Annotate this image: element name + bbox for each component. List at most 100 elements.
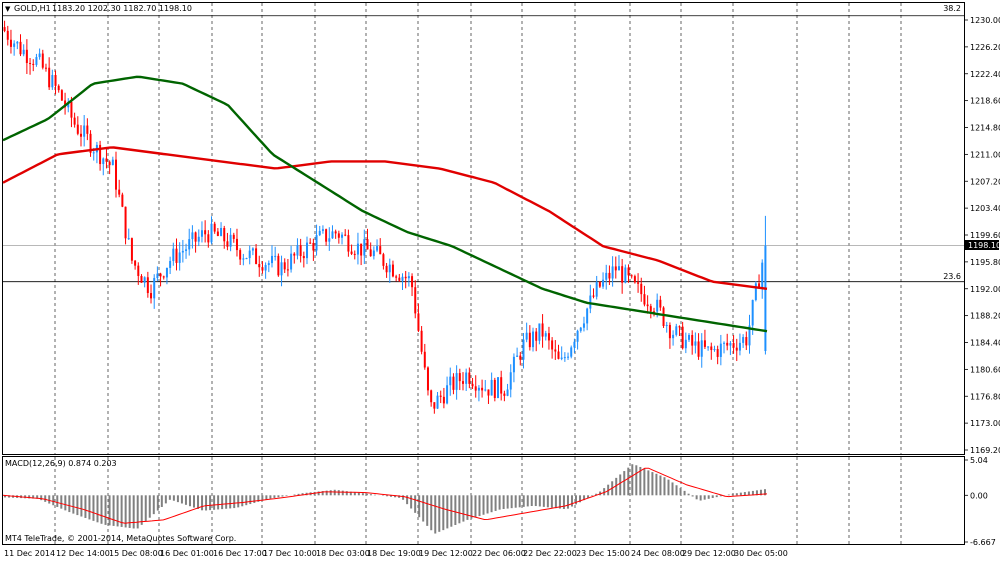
candle-body [573, 341, 576, 348]
candle-body [490, 379, 493, 396]
candle-body [570, 347, 573, 357]
candle-body [54, 75, 57, 86]
candle-body [703, 340, 706, 347]
candle-body [118, 189, 121, 195]
macd-panel[interactable] [2, 456, 965, 545]
candle-body [309, 242, 312, 244]
price-tick-label: 1207.20 [970, 177, 1000, 186]
candle-body [6, 30, 9, 40]
candle-body [436, 395, 439, 409]
candle-body [662, 307, 665, 326]
candle-body [29, 63, 32, 65]
candle-body [614, 266, 617, 271]
candle-body [407, 276, 410, 279]
candle-body [426, 367, 429, 391]
candle-body [121, 194, 124, 207]
candle-body [598, 281, 601, 287]
candle-body [656, 299, 659, 312]
candle-body [264, 265, 267, 271]
candle-body [643, 294, 646, 305]
candle-body [411, 276, 414, 288]
candle-body [32, 63, 35, 65]
candle-body [181, 250, 184, 253]
level-label-38: 38.2 [943, 4, 961, 13]
candle-body [86, 125, 89, 134]
candle-body [337, 233, 340, 238]
macd-series [2, 464, 768, 534]
candle-body [723, 342, 726, 344]
time-tick-label: 18 Dec 03:00 [316, 549, 370, 558]
price-tick-label: 1169.20 [970, 446, 1000, 455]
time-tick-label: 19 Dec 12:00 [419, 549, 473, 558]
candle-body [172, 248, 175, 261]
candle-body [710, 346, 713, 351]
candle-body [484, 389, 487, 391]
candle-body [547, 333, 550, 341]
chart-menu-arrow-icon[interactable]: ▼ [5, 5, 11, 13]
candle-body [617, 266, 620, 271]
candle-body [719, 343, 722, 357]
price-tick-label: 1203.40 [970, 204, 1000, 213]
price-tick-label: 1192.00 [970, 285, 1000, 294]
ma-slow-line [2, 146, 768, 290]
candle-body [735, 347, 738, 351]
candle-body [516, 355, 519, 357]
candle-body [108, 161, 111, 166]
candle-body [210, 223, 213, 243]
candle-body [455, 373, 458, 390]
candle-body [726, 342, 729, 346]
candle-body [519, 355, 522, 360]
price-tick-label: 1211.00 [970, 150, 1000, 159]
candle-body [395, 276, 398, 278]
main-chart-panel[interactable] [2, 2, 965, 455]
candle-body [694, 341, 697, 346]
current-price-tag [965, 240, 999, 250]
candle-body [13, 43, 16, 47]
price-tick-label: 1230.00 [970, 16, 1000, 25]
candle-body [341, 234, 344, 238]
price-tick-label: 1222.40 [970, 70, 1000, 79]
candle-body [207, 234, 210, 243]
candle-body [255, 248, 258, 264]
candle-body [73, 117, 76, 125]
candle-body [541, 323, 544, 337]
candle-body [535, 331, 538, 341]
price-tick-label: 1184.40 [970, 339, 1000, 348]
candle-body [468, 372, 471, 384]
candle-body [433, 402, 436, 409]
candle-body [379, 246, 382, 255]
candle-body [761, 262, 764, 289]
candle-body [150, 293, 153, 299]
macd-signal-line [2, 467, 768, 524]
candle-body [497, 377, 500, 398]
candle-body [376, 246, 379, 251]
candle-body [60, 90, 63, 101]
candle-body [595, 281, 598, 297]
time-tick-label: 24 Dec 08:00 [631, 549, 685, 558]
price-tick-label: 1188.20 [970, 312, 1000, 321]
candle-body [363, 239, 366, 256]
candle-body [51, 75, 54, 88]
candle-body [16, 41, 19, 44]
candle-body [611, 266, 614, 279]
candle-body [331, 231, 334, 239]
candle-body [197, 236, 200, 242]
candle-body [242, 258, 245, 260]
candle-body [748, 325, 751, 346]
candle-body [493, 379, 496, 398]
candle-body [89, 133, 92, 153]
candle-body [111, 159, 114, 166]
candle-body [283, 262, 286, 270]
candle-body [506, 389, 509, 396]
time-tick-label: 11 Dec 2014 [4, 549, 55, 558]
candle-body [137, 265, 140, 276]
candle-body [48, 67, 51, 88]
candle-body [442, 396, 445, 404]
candle-body [321, 229, 324, 231]
candle-body [414, 287, 417, 314]
candle-body [105, 158, 108, 162]
candle-body [360, 243, 363, 256]
ohlc-values: 1183.20 1202.30 1182.70 1198.10 [52, 4, 192, 13]
candle-body [188, 239, 191, 250]
